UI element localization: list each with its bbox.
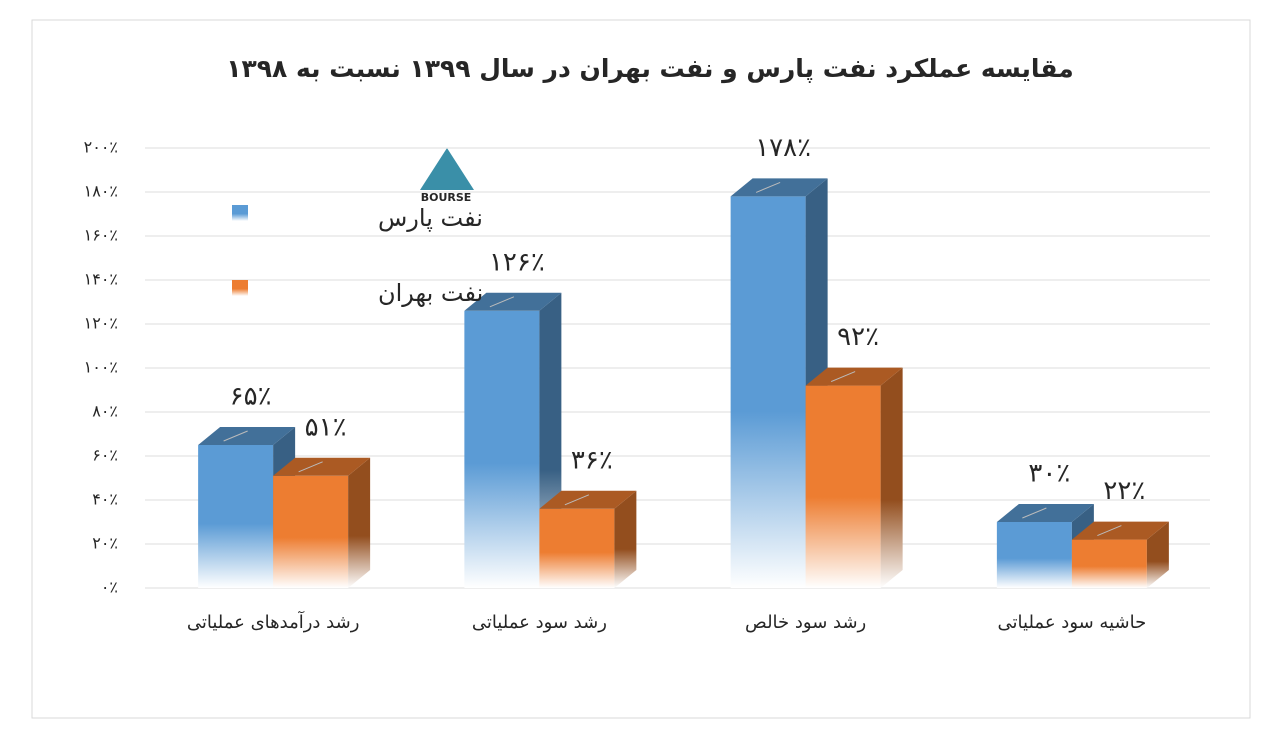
data-label: ۶۵٪	[230, 382, 272, 412]
bar-top-highlight	[830, 371, 856, 383]
bar-front	[273, 475, 349, 588]
data-label: ۱۲۶٪	[489, 247, 545, 277]
x-tick-label: رشد درآمدهای عملیاتی	[187, 610, 360, 633]
bar-top	[464, 292, 562, 311]
bar-top-highlight	[1022, 507, 1047, 519]
bar-front	[539, 508, 615, 588]
bar-side	[1146, 521, 1169, 588]
y-tick-label: ۱۰۰٪	[84, 358, 118, 377]
bar-top-highlight	[298, 461, 323, 473]
logo-text: BOURSE	[421, 191, 472, 204]
bar	[805, 367, 903, 588]
data-label: ۹۲٪	[837, 322, 879, 352]
y-tick-label: ۱۸۰٪	[84, 182, 118, 201]
bar-front	[198, 445, 274, 588]
bar-top	[1071, 521, 1169, 540]
bar-top	[273, 457, 371, 476]
bar-side	[348, 457, 371, 588]
bar-side	[614, 490, 637, 588]
y-tick-label: ۱۶۰٪	[84, 226, 118, 245]
y-tick-label: ۱۲۰٪	[84, 314, 118, 333]
y-tick-label: ۴۰٪	[92, 490, 118, 509]
bar-top-highlight	[1097, 525, 1122, 537]
data-label: ۲۲٪	[1103, 476, 1145, 506]
bar-top	[198, 427, 296, 445]
bar-front	[730, 196, 806, 588]
legend-label: نفت پارس	[378, 204, 483, 232]
y-tick-label: ۸۰٪	[92, 402, 118, 421]
bar-side	[880, 367, 903, 588]
bar-top-highlight	[489, 296, 515, 308]
bar-top	[730, 178, 828, 197]
bar-top-highlight	[755, 181, 781, 193]
y-tick-label: ۲۰٪	[92, 534, 118, 553]
chart-title: مقایسه عملکرد نفت پارس و نفت بهران در سا…	[226, 54, 1074, 84]
legend-label: نفت بهران	[378, 279, 483, 307]
logo-shape	[420, 148, 474, 190]
data-label: ۱۷۸٪	[755, 133, 811, 163]
y-tick-label: ۶۰٪	[92, 446, 118, 465]
y-tick-label: ۱۴۰٪	[84, 270, 118, 289]
logo: BOURSE	[420, 148, 474, 204]
x-tick-label: حاشیه سود عملیاتی	[998, 612, 1147, 633]
y-tick-label: ۰٪	[101, 578, 118, 597]
bar-top-highlight	[223, 430, 248, 442]
data-label: ۳۰٪	[1028, 459, 1070, 489]
bar-front	[805, 385, 881, 588]
x-tick-label: رشد سود خالص	[745, 612, 866, 633]
bar	[1071, 521, 1169, 588]
legend-swatch	[232, 280, 248, 296]
bar	[273, 457, 371, 588]
data-label: ۵۱٪	[305, 412, 347, 442]
bar	[539, 490, 637, 588]
bar-top	[539, 490, 637, 509]
bar-top-highlight	[564, 494, 590, 506]
x-tick-label: رشد سود عملیاتی	[472, 612, 607, 633]
legend-swatch	[232, 205, 248, 221]
chart-frame	[31, 19, 1251, 719]
bar-front	[1071, 539, 1147, 588]
y-tick-label: ۲۰۰٪	[84, 138, 118, 157]
data-label: ۳۶٪	[571, 445, 613, 475]
bar-top	[805, 367, 903, 386]
bar-front	[464, 310, 540, 588]
bar-front	[996, 522, 1072, 588]
bar-top	[996, 504, 1094, 522]
